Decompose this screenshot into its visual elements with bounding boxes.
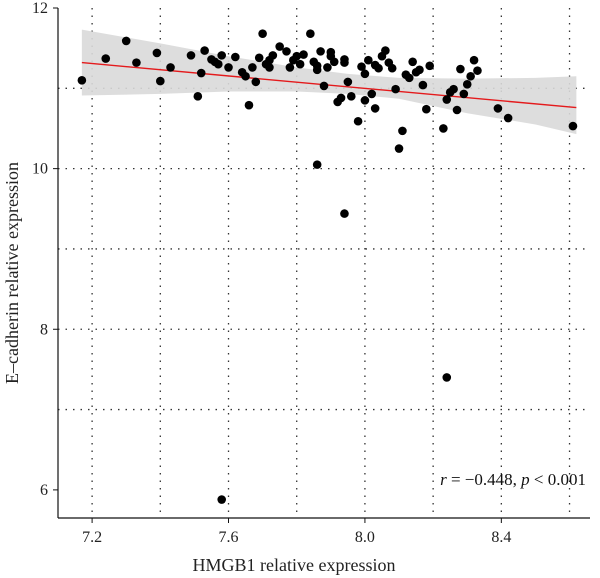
- data-point: [254, 53, 264, 63]
- data-point: [462, 79, 472, 89]
- data-point: [244, 100, 254, 110]
- data-point: [186, 51, 196, 60]
- data-point: [152, 48, 162, 58]
- data-point: [408, 57, 417, 67]
- data-point: [275, 42, 284, 51]
- annotation-r: r: [440, 470, 447, 489]
- data-point: [418, 80, 428, 90]
- data-point: [442, 373, 452, 382]
- annotation-p-value: < 0.001: [530, 470, 586, 489]
- data-point: [156, 76, 165, 86]
- data-point: [381, 46, 390, 55]
- data-point: [319, 81, 329, 91]
- data-point: [299, 50, 308, 59]
- correlation-annotation: r = −0.448, p < 0.001: [440, 470, 586, 489]
- data-point: [282, 47, 291, 56]
- data-point: [346, 92, 356, 101]
- data-point: [241, 71, 250, 81]
- data-point: [306, 29, 315, 39]
- data-point: [473, 66, 482, 75]
- x-tick-label: 8.0: [355, 529, 375, 546]
- data-point: [316, 47, 325, 56]
- data-point: [398, 126, 407, 136]
- data-point: [213, 59, 223, 69]
- data-point: [295, 59, 305, 69]
- data-point: [452, 105, 462, 115]
- data-point: [101, 54, 111, 63]
- data-point: [364, 55, 373, 65]
- data-point: [442, 95, 452, 104]
- data-point: [469, 55, 479, 65]
- regression-line: [81, 61, 577, 109]
- data-point: [374, 63, 383, 73]
- data-point: [415, 65, 424, 75]
- data-point: [196, 68, 206, 78]
- x-tick-label: 7.2: [82, 529, 102, 546]
- data-point: [329, 57, 339, 67]
- x-axis-ticks: 7.2 7.6 8.0 8.4: [82, 518, 511, 546]
- y-tick-label: 10: [32, 161, 48, 178]
- data-point: [370, 104, 380, 113]
- data-point: [404, 73, 414, 83]
- data-point: [439, 124, 448, 133]
- data-point: [193, 92, 203, 101]
- x-tick-label: 7.6: [219, 529, 239, 546]
- data-point: [425, 61, 435, 71]
- data-point: [231, 52, 240, 62]
- data-point: [493, 104, 503, 113]
- data-point: [336, 93, 346, 103]
- y-axis-ticks: 6 8 10 12: [32, 0, 58, 499]
- data-point: [258, 29, 267, 39]
- data-point: [285, 63, 295, 72]
- data-point: [568, 121, 578, 131]
- x-axis-title: HMGB1 relative expression: [193, 555, 396, 575]
- data-point: [353, 116, 363, 126]
- data-point: [77, 75, 87, 85]
- data-point: [466, 71, 475, 81]
- data-point: [387, 63, 397, 73]
- data-point: [217, 51, 226, 60]
- data-point: [132, 58, 141, 67]
- data-point: [367, 89, 377, 99]
- data-point: [340, 58, 349, 67]
- y-tick-label: 8: [40, 321, 48, 338]
- data-point: [292, 51, 302, 61]
- data-point: [248, 63, 257, 72]
- x-tick-label: 8.4: [491, 529, 511, 546]
- data-point: [391, 84, 400, 94]
- data-point: [357, 62, 366, 71]
- data-point: [265, 63, 274, 72]
- data-point: [343, 77, 353, 87]
- data-point: [251, 77, 261, 87]
- confidence-band: [81, 29, 577, 135]
- data-point: [224, 63, 233, 72]
- annotation-r-value: = −0.448,: [447, 470, 521, 489]
- data-point: [340, 209, 349, 218]
- data-point: [360, 96, 370, 105]
- data-point: [200, 46, 209, 55]
- y-tick-label: 12: [32, 0, 48, 17]
- data-point: [449, 84, 458, 94]
- annotation-p: p: [520, 470, 530, 489]
- y-tick-label: 6: [40, 482, 48, 499]
- data-point: [312, 65, 322, 75]
- data-point: [360, 69, 370, 79]
- data-point: [312, 160, 322, 169]
- data-point: [121, 36, 131, 46]
- data-point: [268, 51, 278, 60]
- data-point: [217, 495, 226, 504]
- y-axis-title: E–cadherin relative expression: [2, 162, 22, 384]
- data-point: [323, 63, 332, 72]
- data-point: [422, 104, 431, 114]
- data-point: [456, 64, 465, 74]
- data-point: [459, 89, 469, 99]
- data-point: [166, 63, 175, 72]
- data-point: [394, 144, 404, 153]
- data-point: [503, 113, 513, 123]
- data-points: [77, 29, 578, 504]
